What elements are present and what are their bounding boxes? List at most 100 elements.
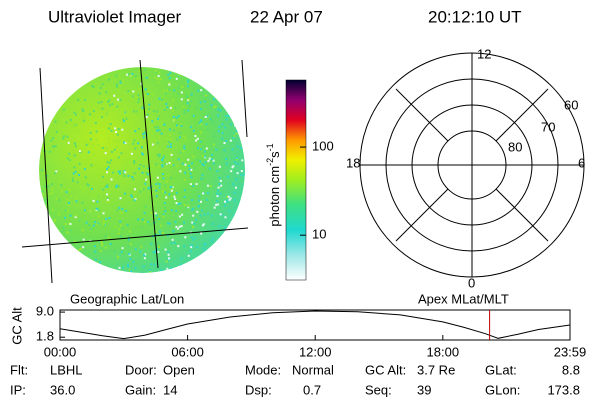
pixel [97,161,100,164]
pixel [235,178,238,181]
pixel [183,178,186,181]
pixel [231,166,234,169]
pixel [212,135,215,138]
pixel [183,109,186,112]
pixel [183,245,186,248]
pixel [196,245,199,248]
pixel [78,150,81,153]
pixel [75,154,78,157]
pixel [97,144,100,147]
pixel [166,106,169,109]
pixel [196,147,199,150]
pixel [183,135,186,138]
pixel [119,172,122,175]
pixel [168,257,171,260]
pixel [92,153,95,156]
pixel [192,155,195,158]
pixel [169,138,172,141]
pixel [232,183,235,186]
title: Ultraviolet Imager [48,7,182,26]
pixel [41,152,44,155]
pixel [143,220,146,223]
pixel [72,149,75,152]
pixel [137,101,140,104]
pixel [171,238,174,241]
pixel [115,74,118,77]
pixel [212,105,215,108]
pixel [189,172,192,175]
pixel [170,177,173,180]
pixel [84,98,87,101]
pixel [169,143,172,146]
pixel [223,126,226,129]
pixel [211,153,214,156]
pixel [127,252,130,255]
info-value: 39 [417,382,431,397]
pixel [44,201,47,204]
pixel [157,250,160,253]
pixel [127,223,130,226]
pixel [114,127,117,130]
pixel [82,238,85,241]
pixel [192,225,195,228]
pixel [167,258,170,261]
pixel [151,143,154,146]
pixel [101,116,104,119]
pixel [183,111,186,114]
pixel [64,216,67,219]
pixel [109,104,112,107]
pixel [142,165,145,168]
pixel [72,172,75,175]
pixel [210,214,213,217]
globe-image [39,67,245,273]
pixel [105,146,108,149]
pixel [188,168,191,171]
pixel [177,203,180,206]
pixel [218,126,221,129]
pixel [84,141,87,144]
pixel [161,173,164,176]
pixel [147,187,150,190]
pixel [97,240,100,243]
pixel [59,126,62,129]
pixel [116,105,119,108]
spoke [495,188,549,242]
pixel [178,225,181,228]
meridian [241,59,248,138]
pixel [206,115,209,118]
pixel [177,245,180,248]
pixel [180,263,183,266]
pixel [190,93,193,96]
pixel [239,147,242,150]
pixel [81,201,84,204]
pixel [168,134,171,137]
pixel [83,209,86,212]
pixel [142,169,145,172]
pixel [167,145,170,148]
pixel [119,224,122,227]
pixel [122,118,125,121]
pixel [54,220,57,223]
pixel [228,209,231,212]
pixel [83,119,86,122]
pixel [160,158,163,161]
pixel [69,214,72,217]
pixel [194,236,197,239]
exponent: -2 [265,158,275,166]
pixel [102,220,105,223]
pixel [65,121,68,124]
pixel [180,257,183,260]
pixel [106,171,109,174]
pixel [150,242,153,245]
pixel [175,192,178,195]
pixel [149,157,152,160]
pixel [181,85,184,88]
pixel [209,118,212,121]
pixel [127,245,130,248]
pixel [73,154,76,157]
pixel [108,200,111,203]
pixel [89,87,92,90]
pixel [187,254,190,257]
pixel [139,250,142,253]
pixel [152,203,155,206]
